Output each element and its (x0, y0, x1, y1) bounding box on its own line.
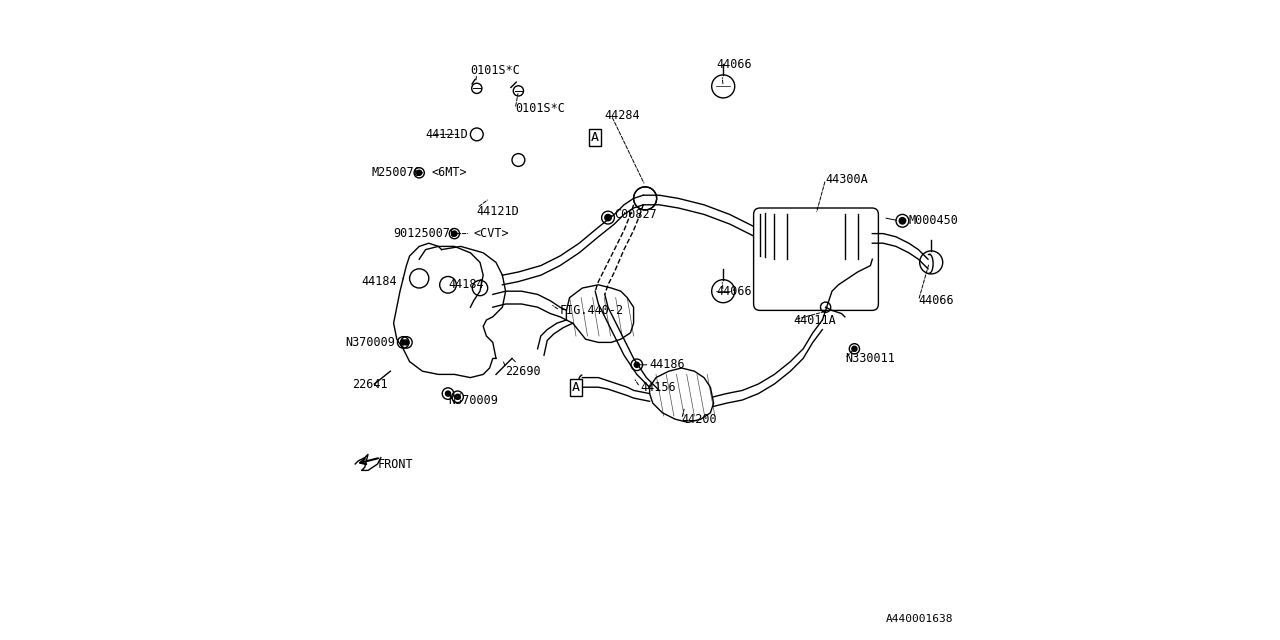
Text: 44066: 44066 (717, 58, 753, 70)
Circle shape (604, 214, 612, 221)
Circle shape (452, 231, 457, 236)
Circle shape (899, 218, 906, 224)
Text: 44066: 44066 (717, 285, 753, 298)
Text: 22690: 22690 (506, 365, 541, 378)
Text: 44184: 44184 (362, 275, 397, 288)
Text: 901250076: 901250076 (394, 227, 458, 240)
Text: M250076: M250076 (371, 166, 421, 179)
Circle shape (852, 346, 858, 351)
Text: 44121D: 44121D (477, 205, 520, 218)
Text: 44066: 44066 (919, 294, 954, 307)
Text: 44156: 44156 (640, 381, 676, 394)
Text: 0101S*C: 0101S*C (471, 64, 520, 77)
Circle shape (635, 362, 639, 367)
Circle shape (417, 170, 422, 175)
Text: N370009: N370009 (346, 336, 396, 349)
Text: <6MT>: <6MT> (433, 166, 467, 179)
Text: C00827: C00827 (614, 208, 657, 221)
Text: FRONT: FRONT (378, 458, 413, 470)
Text: 0101S*C: 0101S*C (516, 102, 564, 115)
Circle shape (445, 391, 451, 396)
Text: 44284: 44284 (604, 109, 640, 122)
Text: A: A (591, 131, 599, 144)
Text: 44121D: 44121D (425, 128, 468, 141)
Text: A: A (572, 381, 580, 394)
Text: N330011: N330011 (845, 352, 895, 365)
Text: 22641: 22641 (352, 378, 388, 390)
FancyBboxPatch shape (754, 208, 878, 310)
Text: A440001638: A440001638 (886, 614, 954, 624)
Text: 44186: 44186 (650, 358, 685, 371)
Text: M000450: M000450 (909, 214, 959, 227)
Text: 44200: 44200 (681, 413, 717, 426)
Circle shape (456, 394, 461, 399)
Text: <CVT>: <CVT> (474, 227, 509, 240)
Circle shape (401, 340, 406, 345)
Text: 44011A: 44011A (794, 314, 836, 326)
Circle shape (404, 340, 410, 345)
Text: FIG.440-2: FIG.440-2 (561, 304, 625, 317)
Text: N370009: N370009 (448, 394, 498, 406)
Text: 44300A: 44300A (826, 173, 868, 186)
Text: 44184: 44184 (448, 278, 484, 291)
